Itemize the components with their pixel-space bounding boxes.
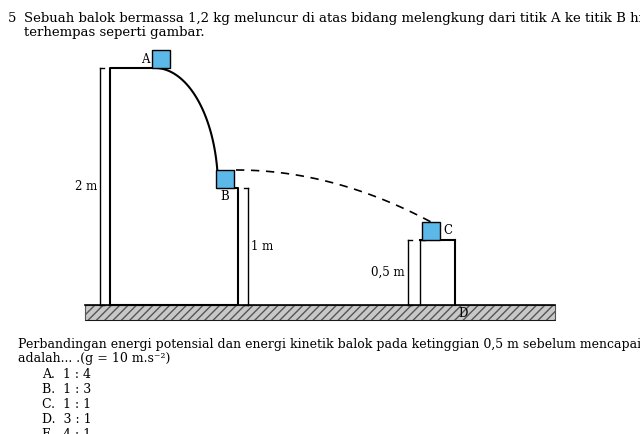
Text: 5: 5 — [8, 12, 17, 25]
Text: A.  1 : 4: A. 1 : 4 — [42, 368, 91, 381]
Text: B: B — [220, 190, 228, 203]
Text: 2 m: 2 m — [75, 180, 97, 193]
Text: Perbandingan energi potensial dan energi kinetik balok pada ketinggian 0,5 m seb: Perbandingan energi potensial dan energi… — [18, 338, 640, 351]
Text: B.  1 : 3: B. 1 : 3 — [42, 383, 92, 396]
Bar — [152, 50, 170, 68]
Text: C: C — [443, 224, 452, 237]
Bar — [422, 222, 440, 240]
Text: terhempas seperti gambar.: terhempas seperti gambar. — [24, 26, 205, 39]
Polygon shape — [110, 68, 238, 305]
Text: D: D — [458, 307, 467, 320]
Text: Sebuah balok bermassa 1,2 kg meluncur di atas bidang melengkung dari titik A ke : Sebuah balok bermassa 1,2 kg meluncur di… — [24, 12, 640, 25]
Text: E.  4 : 1: E. 4 : 1 — [42, 428, 91, 434]
Bar — [216, 170, 234, 188]
Text: 1 m: 1 m — [251, 240, 273, 253]
Text: D.  3 : 1: D. 3 : 1 — [42, 413, 92, 426]
Text: adalah... .(g = 10 m.s⁻²): adalah... .(g = 10 m.s⁻²) — [18, 352, 170, 365]
Bar — [85, 305, 555, 320]
Text: A: A — [141, 53, 150, 66]
Text: C.  1 : 1: C. 1 : 1 — [42, 398, 91, 411]
Text: 0,5 m: 0,5 m — [371, 266, 405, 279]
